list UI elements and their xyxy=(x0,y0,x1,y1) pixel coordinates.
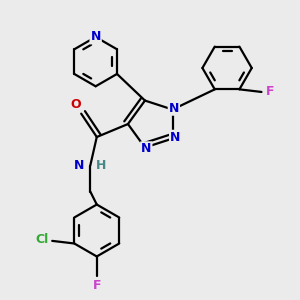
Text: N: N xyxy=(74,159,84,172)
Text: O: O xyxy=(71,98,81,111)
Text: H: H xyxy=(95,159,106,172)
Text: N: N xyxy=(141,142,152,155)
Text: N: N xyxy=(91,31,101,44)
Text: Cl: Cl xyxy=(35,233,48,246)
Text: N: N xyxy=(169,102,179,115)
Text: F: F xyxy=(92,278,101,292)
Text: N: N xyxy=(170,131,180,144)
Text: F: F xyxy=(266,85,275,98)
